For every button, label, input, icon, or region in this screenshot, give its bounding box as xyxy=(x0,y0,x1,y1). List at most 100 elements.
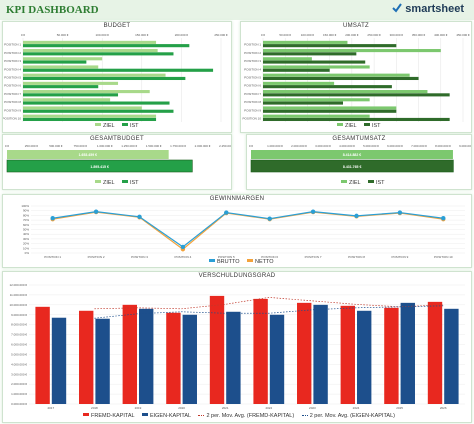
bar-ziel xyxy=(23,90,150,94)
y-tick-label: 7.000.000 € xyxy=(11,333,27,337)
x-tick-label: 6.000.000 € xyxy=(387,144,403,148)
legend-ist: IST xyxy=(129,123,139,129)
data-label-ziel: 8.414.882 € xyxy=(343,153,362,157)
y-tick-label: 1.000.000 € xyxy=(11,392,27,396)
bar-eigen xyxy=(95,318,110,404)
bar-eigen xyxy=(226,311,241,404)
x-tick-label: POSITION 9 xyxy=(391,255,408,259)
y-tick-label: 20% xyxy=(23,242,29,246)
point-brutto xyxy=(180,244,186,250)
bar-ziel xyxy=(263,98,370,102)
bar-ist xyxy=(23,76,186,81)
bar-ist xyxy=(23,85,99,89)
bar-eigen xyxy=(182,314,197,404)
bar-ist xyxy=(23,109,174,113)
legend-netto: NETTO xyxy=(255,259,274,265)
point-brutto xyxy=(354,213,359,219)
brand-logo: smartsheet xyxy=(392,3,464,15)
category-label: POSITION 6 xyxy=(244,84,261,88)
bar-fremd xyxy=(166,312,181,404)
bar-ziel xyxy=(251,150,453,159)
category-label: POSITION 6 xyxy=(4,84,21,88)
data-label-ist: 1.895.415 € xyxy=(90,165,109,169)
x-tick-label: 450.000 € xyxy=(456,33,470,37)
x-tick-label: 0 € xyxy=(249,144,254,148)
category-label: POSITION 8 xyxy=(244,100,261,104)
x-tick-label: 3.000.000 € xyxy=(315,144,331,148)
y-tick-label: 70% xyxy=(23,218,29,222)
y-tick-label: 10.000.000 € xyxy=(9,303,27,307)
bar-fremd xyxy=(79,310,94,404)
gewinnmargen-panel: GEWINNMARGEN 0% 10% 20% 30% 40% 50% 60% 70% 80% 9… xyxy=(2,194,472,268)
y-tick-label: 60% xyxy=(23,223,29,227)
legend-swatch-fremd xyxy=(83,413,89,416)
budget-legend: ZIEL IST xyxy=(89,123,139,129)
legend-ziel: ZIEL xyxy=(349,180,361,186)
category-label: POSITION 5 xyxy=(244,76,261,80)
legend-mov-fremd: 2 per. Mov. Avg. (FREMD-KAPITAL) xyxy=(206,413,295,419)
bar-eigen xyxy=(357,310,372,404)
legend-mov-eigen: 2 per. Mov. Avg. (EIGEN-KAPITAL) xyxy=(309,413,395,419)
x-tick-label: 1.000.000 € xyxy=(97,144,113,148)
legend-swatch-brutto xyxy=(209,259,215,262)
bar-eigen xyxy=(444,308,459,404)
x-tick-label: 2.000.000 € xyxy=(195,144,211,148)
x-tick-label: 2021 xyxy=(222,406,229,410)
x-tick-label: POSITION 1 xyxy=(44,255,61,259)
x-tick-label: 200.000 € xyxy=(345,33,359,37)
legend-swatch-ziel xyxy=(95,180,101,183)
legend-ist: IST xyxy=(371,123,381,129)
x-tick-label: 400.000 € xyxy=(434,33,448,37)
legend-swatch-ziel xyxy=(95,123,101,126)
bar-eigen xyxy=(139,308,154,404)
moving-average-fremd xyxy=(94,297,444,310)
y-tick-label: 5.000.000 € xyxy=(11,352,27,356)
x-tick-label: 1.000.000 € xyxy=(267,144,283,148)
legend-swatch-ist xyxy=(121,180,128,183)
x-tick-label: 4.000.000 € xyxy=(339,144,355,148)
point-brutto xyxy=(310,209,316,214)
legend-swatch-eigen xyxy=(141,413,148,416)
budget-chart: 0 € 50.000 € 100.000 € 150.000 € 200.000 € 25… xyxy=(3,33,228,122)
x-tick-label: 0 € xyxy=(5,144,10,148)
bar-ist xyxy=(6,159,193,173)
category-label: POSITION 5 xyxy=(4,76,21,80)
x-tick-label: 250.000 € xyxy=(25,144,39,148)
x-tick-label: 1.500.000 € xyxy=(146,144,162,148)
bar-ziel xyxy=(263,106,397,110)
x-tick-label: 2018 xyxy=(91,406,98,410)
bar-fremd xyxy=(384,307,399,404)
category-label: POSITION 9 xyxy=(244,108,261,112)
bar-fremd xyxy=(340,305,355,404)
bar-ziel xyxy=(7,150,169,159)
y-tick-label: 6.000.000 € xyxy=(11,343,27,347)
x-tick-label: 2017 xyxy=(47,406,54,410)
x-tick-label: 250.000 € xyxy=(367,33,381,37)
category-label: POSITION 2 xyxy=(244,51,261,55)
category-label: POSITION 3 xyxy=(4,59,21,63)
bar-eigen xyxy=(313,304,328,404)
x-tick-label: 0 € xyxy=(261,33,266,37)
point-brutto xyxy=(397,210,403,215)
umsatz-panel: UMSATZ 0 € 50.000 € 100.000 € 150.000 € 200.… xyxy=(240,21,472,133)
bar-ist xyxy=(263,117,450,122)
gewinnmargen-title: GEWINNMARGEN xyxy=(209,196,265,202)
category-label: POSITION 7 xyxy=(244,92,261,96)
bar-fremd xyxy=(253,298,268,404)
legend-fremd: FREMD-KAPITAL xyxy=(91,413,135,419)
y-tick-label: 40% xyxy=(23,232,29,236)
page-title: KPI DASHBOARD xyxy=(6,4,99,16)
data-label-ist: 8.431.765 € xyxy=(343,165,362,169)
gesamtumsatz-legend: ZIEL IST xyxy=(335,180,385,186)
bar-ist xyxy=(23,60,87,64)
gesamtbudget-chart: 0 € 250.000 € 500.000 € 750.000 € 1.000.000 … xyxy=(5,144,231,173)
bar-ist xyxy=(23,44,190,48)
category-label: POSITION 9 xyxy=(4,108,21,112)
category-label: POSITION 10 xyxy=(3,117,21,121)
category-label: POSITION 4 xyxy=(244,67,261,71)
legend-swatch-mov-eigen xyxy=(301,415,308,416)
y-tick-label: 0.000.000 € xyxy=(11,402,27,406)
verschuldungsgrad-legend: FREMD-KAPITAL EIGEN-KAPITAL 2 per. Mov. … xyxy=(77,413,395,419)
line-brutto xyxy=(52,211,444,248)
budget-panel: BUDGET 0 € 50.000 € 100.000 € 150.000 € 200.… xyxy=(2,21,232,133)
